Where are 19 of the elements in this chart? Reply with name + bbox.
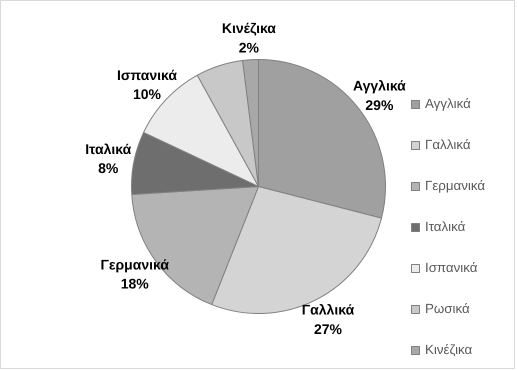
- legend-label: Γαλλικά: [425, 137, 471, 152]
- data-label: 27%: [314, 320, 343, 337]
- data-label: 29%: [365, 96, 394, 113]
- legend-label: Ρωσικά: [425, 301, 470, 316]
- legend-label: Γερμανικά: [425, 178, 486, 193]
- legend-label: Ιταλικά: [425, 219, 466, 234]
- legend-label: Ισπανικά: [425, 260, 478, 275]
- slice-label: Ισπανικά: [116, 66, 178, 83]
- slice-label: Γερμανικά: [100, 256, 170, 272]
- legend-label: Αγγλικά: [425, 96, 471, 111]
- slice-label: Γαλλικά: [302, 302, 355, 318]
- data-label: 2%: [238, 39, 260, 56]
- slice-label: Αγγλικά: [353, 78, 406, 94]
- data-label: 8%: [98, 160, 119, 176]
- legend-label: Κινέζικα: [425, 342, 472, 357]
- slice-label: Ιταλικά: [85, 140, 132, 157]
- slice-label: Κινέζικα: [222, 20, 276, 36]
- data-label: 10%: [132, 86, 162, 102]
- data-label: 18%: [120, 276, 150, 292]
